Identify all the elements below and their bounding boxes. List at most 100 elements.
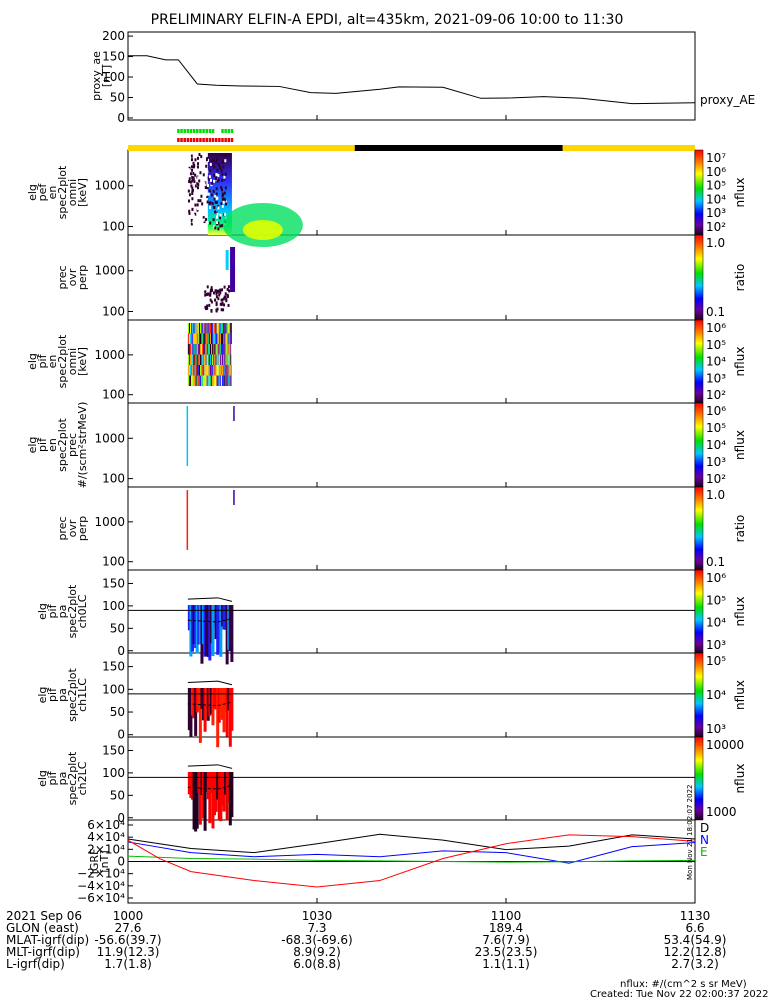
colorbar-tick-label: 10²: [706, 388, 726, 402]
y-axis-label-word: spec2plot: [66, 751, 79, 805]
y-axis-label-word: perp: [76, 265, 89, 290]
spectrogram-cell: [217, 297, 220, 301]
spectrogram-cell: [199, 323, 202, 334]
spectrogram-cell: [213, 174, 216, 178]
y-tick-label: 0: [117, 855, 125, 869]
spectrogram-cell: [193, 206, 196, 210]
spectrogram-cell: [224, 375, 226, 386]
spectrogram-cell: [230, 344, 232, 355]
spectrogram-cell: [222, 333, 224, 344]
green-marker: [208, 129, 212, 133]
spectrogram-cell: [205, 688, 209, 719]
spectrogram-cell: [202, 323, 204, 334]
spectrogram-cell: [191, 207, 194, 211]
x-axis-row-label: MLT-igrf(dip): [6, 945, 80, 959]
spectrogram-cell: [199, 375, 202, 386]
spectrogram-cell: [212, 205, 215, 209]
loss-cone-line: [187, 597, 233, 602]
spectrogram-cell: [202, 605, 206, 645]
spectrogram-cell: [215, 333, 217, 344]
spectrogram-cell: [225, 772, 229, 821]
spectrogram-cell: [201, 375, 203, 386]
colorbar-label: nflux: [733, 178, 747, 208]
spectrogram-cell: [220, 202, 223, 206]
spectrogram-cell: [195, 323, 197, 334]
spectrogram-cell: [205, 157, 208, 161]
spectrogram-cell: [212, 189, 215, 193]
spectrogram-cell: [219, 224, 222, 228]
green-marker: [224, 129, 227, 133]
spectrogram-cell: [202, 166, 205, 170]
spectrogram-cell: [221, 172, 224, 176]
spectrogram-elx_pif_pa_spec2plot_ch0LC: [128, 597, 695, 665]
spectrogram-cell: [205, 162, 208, 166]
spectrogram-cell: [230, 354, 232, 365]
y-tick-label: 100: [102, 220, 125, 234]
side-stamp: Mon Nov 21 18:02:07 2022: [686, 785, 694, 880]
colorbar-tick-label: 1.0: [706, 488, 725, 502]
spectrogram-cell: [191, 190, 194, 194]
spectrogram-cell: [198, 323, 200, 334]
y-axis-label-word: perp: [76, 516, 89, 541]
green-marker: [230, 129, 234, 133]
spectrogram-cell: [197, 176, 200, 180]
red-marker: [227, 138, 231, 142]
spectrogram-cell: [218, 216, 221, 220]
spectrogram-cell: [213, 375, 215, 386]
spectrogram-cell: [190, 365, 192, 376]
spectrogram-cell: [216, 307, 219, 311]
red-marker: [224, 138, 227, 142]
spectrogram-cell: [203, 333, 205, 344]
spectrogram-cell: [190, 154, 193, 158]
spectrogram-cell: [202, 173, 205, 177]
spectrogram-cell: [209, 291, 212, 295]
spectrogram-cell: [198, 772, 202, 825]
spectrogram-cell: [203, 204, 206, 208]
spectrogram-cell: [194, 184, 197, 188]
spectrogram-cell: [223, 323, 225, 334]
spectrogram-cell: [189, 772, 193, 798]
spectrogram-cell: [202, 772, 206, 819]
spectrogram-cell: [193, 354, 195, 365]
state-bar-yellow: [128, 145, 355, 151]
spectrogram-cell: [225, 688, 229, 737]
spectrogram-cell: [187, 168, 190, 172]
spectrogram-cell: [215, 292, 218, 296]
spectrogram-cell: [202, 354, 204, 365]
spectrogram-cell: [194, 365, 196, 376]
spectrogram-cell: [209, 333, 212, 344]
spectrogram-cell: [216, 365, 218, 376]
spectrogram-cell: [198, 688, 202, 743]
panel-frame: [127, 234, 696, 321]
spectrogram-cell: [214, 605, 218, 640]
spectrogram-cell: [220, 375, 223, 386]
spectrogram-cell: [225, 299, 228, 303]
colorbar-label: nflux: [733, 764, 747, 794]
spectrogram-cell: [205, 323, 207, 334]
spectrogram-cell: [186, 490, 189, 550]
spectrogram-cell: [188, 177, 191, 181]
red-marker: [189, 138, 193, 142]
spectrogram-cell: [191, 375, 193, 386]
spectrogram-cell: [219, 323, 221, 334]
spectrogram-cell: [191, 354, 193, 365]
spectrogram-cell: [219, 344, 221, 355]
spectrogram-cell: [209, 688, 213, 715]
spectrogram-cell: [220, 365, 223, 376]
spectrogram-cell: [226, 344, 228, 355]
spectrogram-cell: [214, 354, 216, 365]
spectrogram-cell: [229, 354, 231, 365]
spectrogram-cell: [224, 605, 228, 630]
spectrogram-cell: [211, 333, 213, 344]
spectrogram-cell: [208, 175, 211, 179]
spectrogram-cell: [195, 605, 199, 654]
spectrogram-cell: [228, 772, 232, 826]
spectrogram-cell: [189, 688, 193, 738]
spectrogram-cell: [206, 292, 209, 296]
green-marker: [199, 129, 202, 133]
spectrogram-cell: [223, 344, 225, 355]
x-axis-row-value: 27.6: [115, 921, 142, 935]
spectrogram-cell: [194, 203, 197, 207]
spectrogram-cell: [192, 207, 195, 211]
